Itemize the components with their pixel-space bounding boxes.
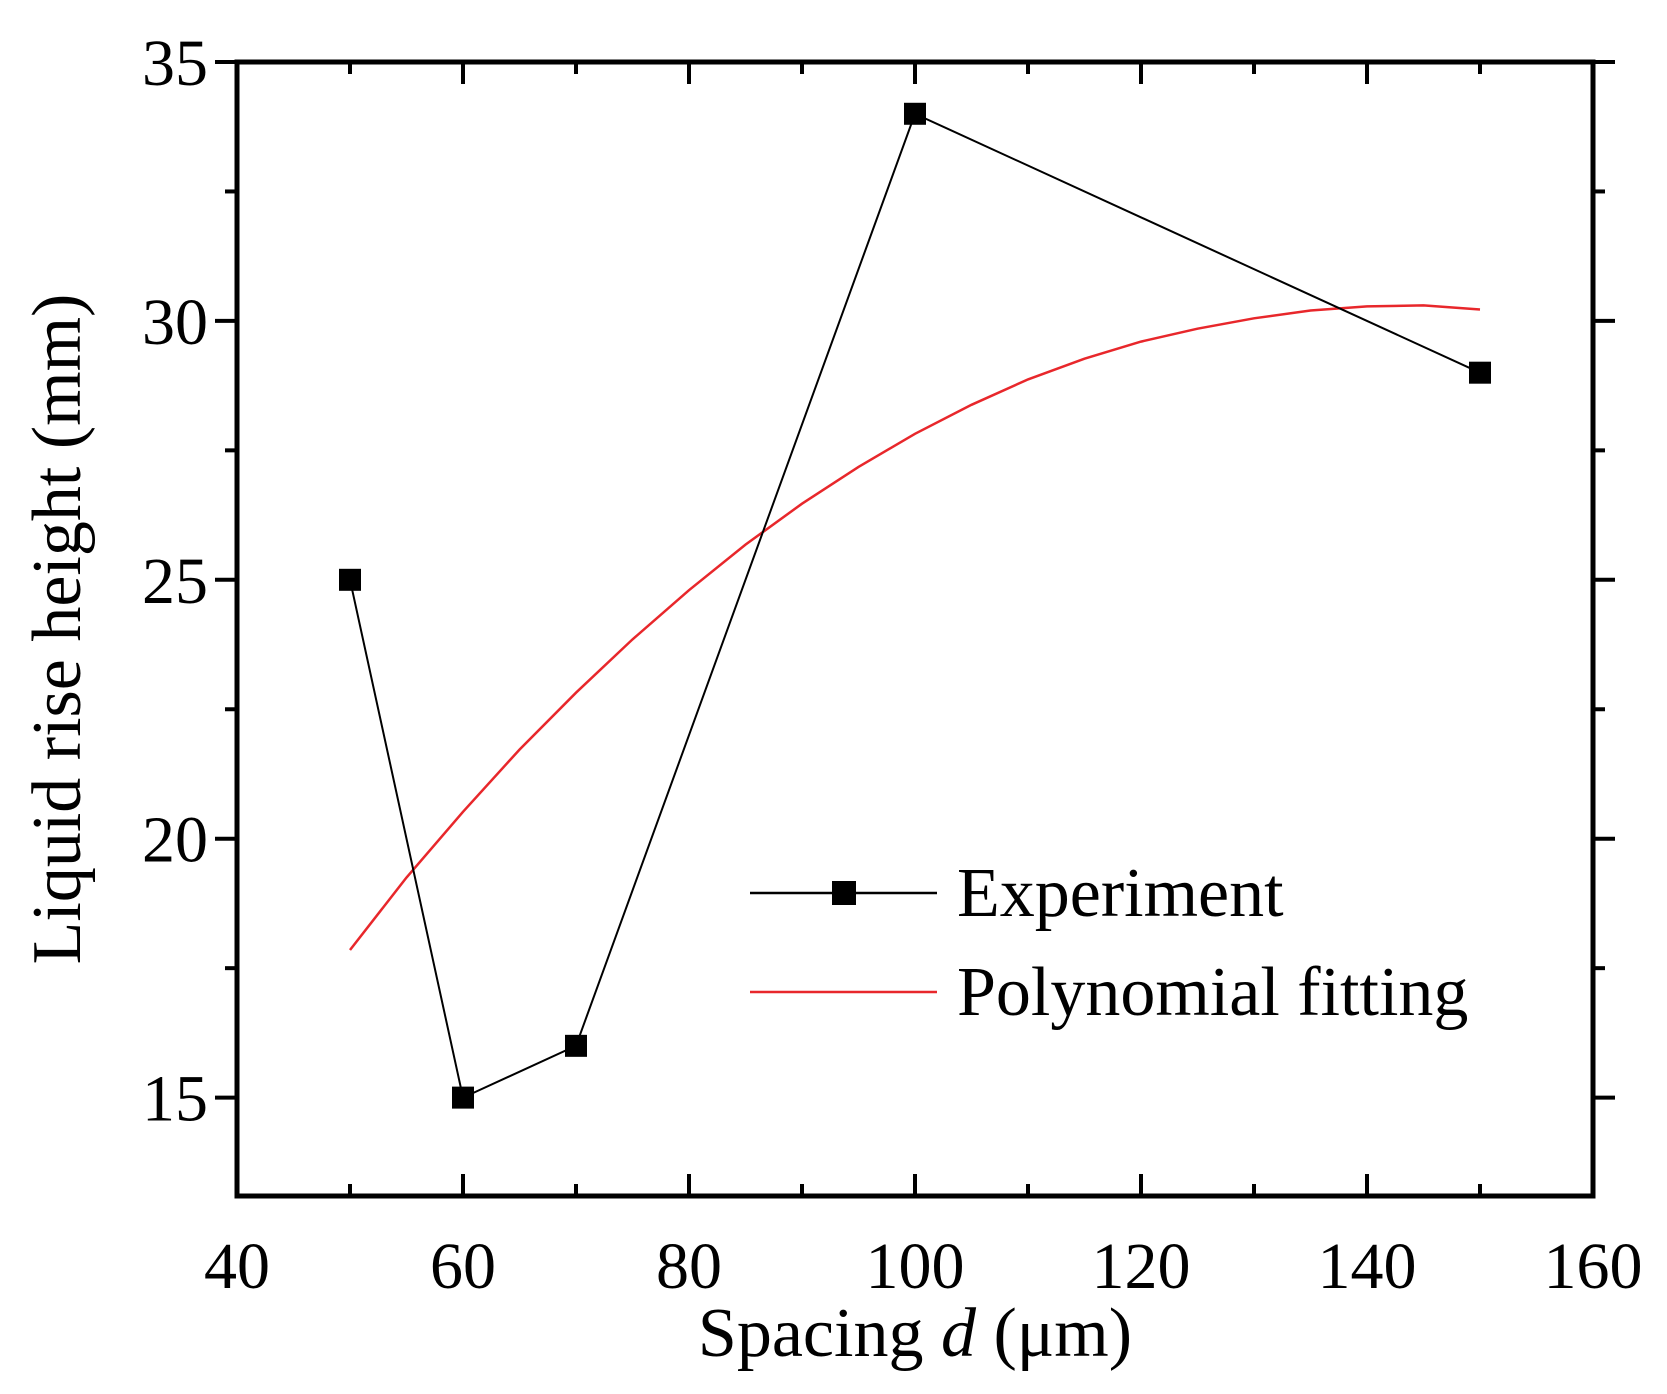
x-tick-label: 60 (430, 1230, 496, 1303)
x-axis-title-unit: (μm) (976, 1295, 1132, 1372)
x-axis-title-main: Spacing (698, 1295, 941, 1372)
y-tick-label: 20 (142, 804, 208, 877)
experiment-point (339, 568, 361, 591)
experiment-point (1469, 361, 1491, 384)
y-tick-label: 35 (142, 27, 208, 100)
experiment-point (565, 1034, 587, 1057)
x-tick-label: 100 (866, 1230, 965, 1303)
legend-experiment-marker (832, 881, 856, 905)
y-tick-label: 25 (142, 545, 208, 618)
legend-polynomial-label: Polynomial fitting (957, 954, 1468, 1031)
x-tick-label: 120 (1092, 1230, 1191, 1303)
plot-frame (234, 59, 1596, 1199)
x-tick-label: 140 (1318, 1230, 1417, 1303)
experiment-point (904, 102, 926, 125)
y-tick-label: 15 (142, 1063, 208, 1136)
x-tick-label: 160 (1544, 1230, 1643, 1303)
experiment-point (452, 1086, 474, 1109)
legend: Experiment Polynomial fitting (750, 855, 1468, 1031)
x-axis-title-variable: d (941, 1295, 977, 1372)
x-axis-title: Spacing d (μm) (698, 1295, 1132, 1372)
tick-labels: 40 60 80 100 120 140 160 15 20 25 30 35 (142, 27, 1643, 1303)
x-tick-label: 40 (204, 1230, 270, 1303)
y-axis-title: Liquid rise height (mm) (19, 294, 96, 965)
series-polynomial-line (349, 304, 1481, 951)
plot-area (237, 62, 1593, 1196)
y-tick-label: 30 (142, 286, 208, 359)
x-tick-label: 80 (656, 1230, 722, 1303)
legend-experiment-label: Experiment (957, 855, 1284, 932)
series (339, 102, 1491, 1109)
